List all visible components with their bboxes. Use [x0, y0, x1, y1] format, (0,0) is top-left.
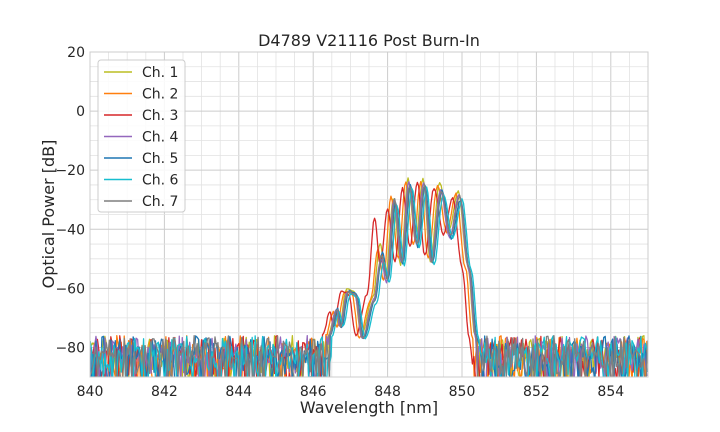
y-tick-label: −40	[55, 222, 85, 238]
legend-label: Ch. 5	[142, 151, 178, 167]
legend-box	[97, 59, 186, 213]
legend-label: Ch. 2	[142, 87, 178, 103]
legend-label: Ch. 6	[142, 173, 179, 189]
y-tick-label: −60	[55, 281, 85, 297]
x-tick-label: 846	[300, 384, 327, 400]
x-tick-label: 854	[597, 384, 624, 400]
x-tick-label: 848	[374, 384, 401, 400]
series-line-5	[90, 183, 648, 377]
series-layer	[90, 177, 648, 377]
series-line-6	[90, 186, 648, 377]
legend: Ch. 1 Ch. 2 Ch. 3 Ch. 4 Ch. 5 Ch. 6 Ch. 7	[97, 59, 186, 213]
legend-label: Ch. 7	[142, 194, 178, 210]
x-tick-label: 840	[77, 384, 104, 400]
y-tick-label: −20	[55, 163, 85, 179]
legend-label: Ch. 3	[142, 108, 178, 124]
legend-label: Ch. 1	[142, 65, 178, 81]
series-line-7	[90, 183, 648, 377]
x-tick-label: 844	[225, 384, 252, 400]
y-axis-label: Optical Power [dB]	[39, 140, 58, 289]
x-tick-label: 852	[523, 384, 550, 400]
legend-label: Ch. 4	[142, 130, 179, 146]
tick-labels: 840 842 844 846 848 850 852 854 20 0 −20 −40 −60 −80	[55, 45, 624, 400]
y-tick-label: 0	[76, 104, 85, 120]
y-tick-label: −80	[55, 340, 85, 356]
x-tick-label: 842	[151, 384, 178, 400]
x-axis-label: Wavelength [nm]	[300, 398, 438, 417]
chart-title: D4789 V21116 Post Burn-In	[258, 31, 480, 50]
y-tick-label: 20	[67, 45, 85, 61]
plot-frame	[89, 51, 649, 378]
x-tick-label: 850	[449, 384, 476, 400]
